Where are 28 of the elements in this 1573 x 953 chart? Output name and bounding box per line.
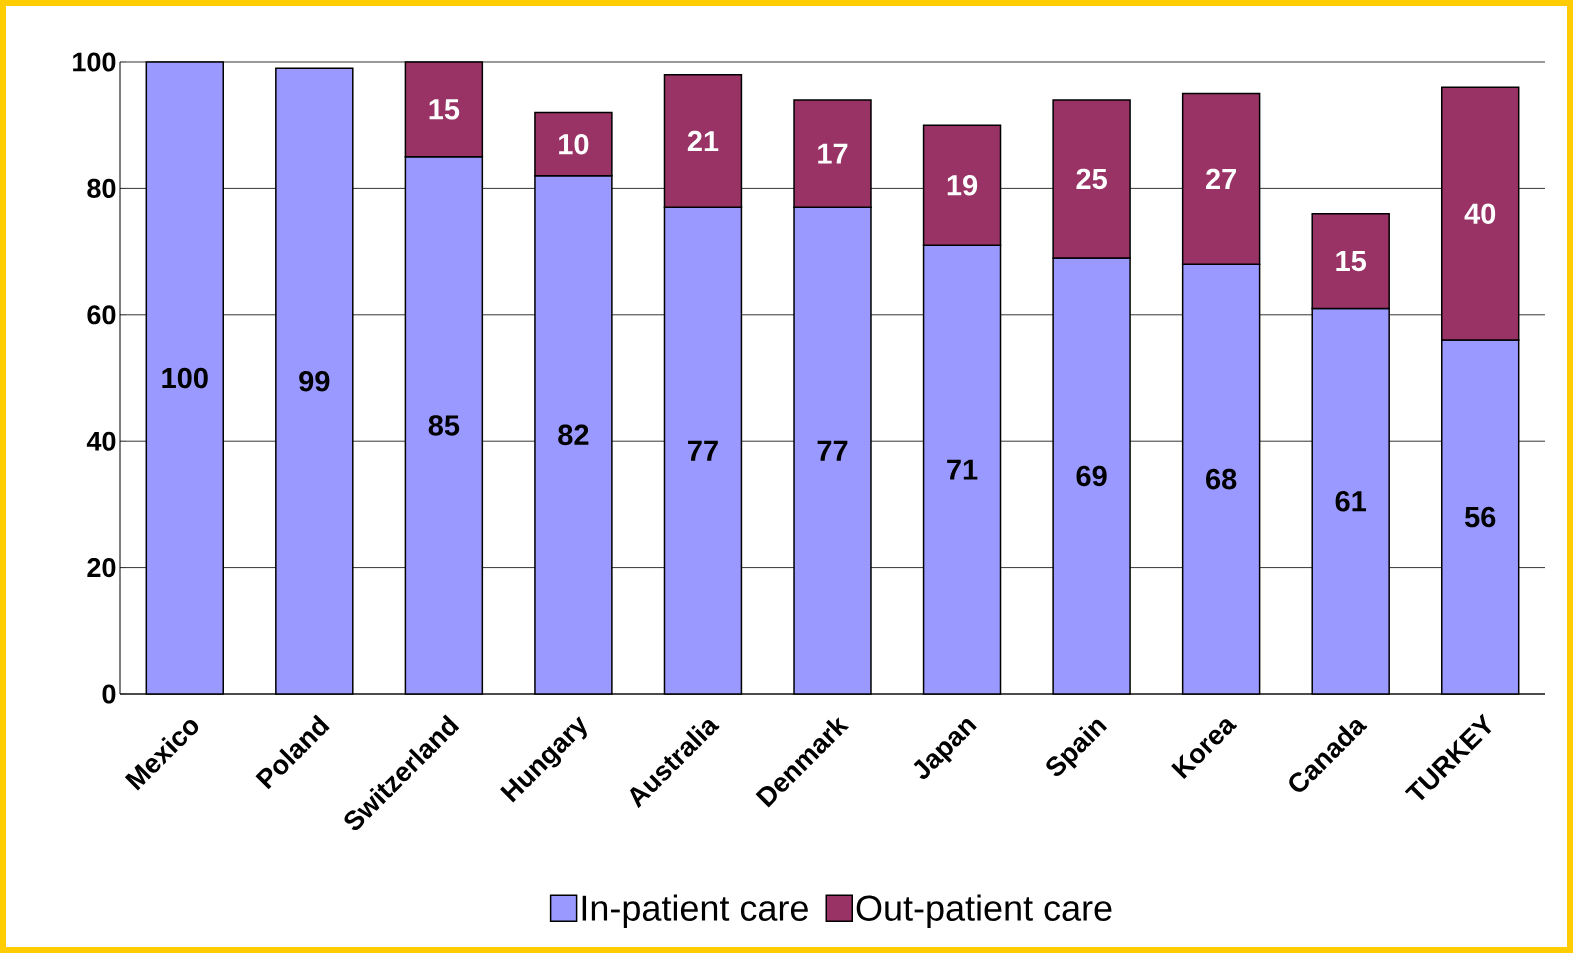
data-label: 77 xyxy=(688,440,718,461)
data-label: 40 xyxy=(1464,203,1496,224)
data-label: 100 xyxy=(162,367,208,389)
y-tick-label: 20 xyxy=(87,558,116,578)
data-label: 99 xyxy=(299,370,330,392)
data-label: 68 xyxy=(1206,468,1237,490)
data-label: 17 xyxy=(818,143,848,164)
data-label: 21 xyxy=(687,130,719,152)
data-label: 61 xyxy=(1335,490,1366,512)
y-tick-label: 40 xyxy=(86,431,116,451)
legend-label: In-patient care xyxy=(582,894,808,929)
y-tick-label: 80 xyxy=(87,178,116,198)
data-label: 71 xyxy=(947,459,978,480)
legend-label: Out-patient care xyxy=(856,894,1112,929)
data-label: 15 xyxy=(429,99,460,120)
data-label: 15 xyxy=(1336,250,1366,272)
y-tick-label: 60 xyxy=(87,305,116,325)
data-label: 25 xyxy=(1076,168,1107,190)
y-tick-label: 0 xyxy=(102,684,116,704)
data-label: 56 xyxy=(1465,506,1496,528)
data-label: 85 xyxy=(428,415,460,436)
data-label: 10 xyxy=(559,133,589,155)
data-label: 19 xyxy=(947,174,978,196)
data-label: 27 xyxy=(1206,168,1236,190)
data-label: 69 xyxy=(1076,465,1107,487)
y-tick-label: 100 xyxy=(73,52,116,72)
data-label: 77 xyxy=(817,440,848,461)
data-label: 82 xyxy=(558,424,589,446)
